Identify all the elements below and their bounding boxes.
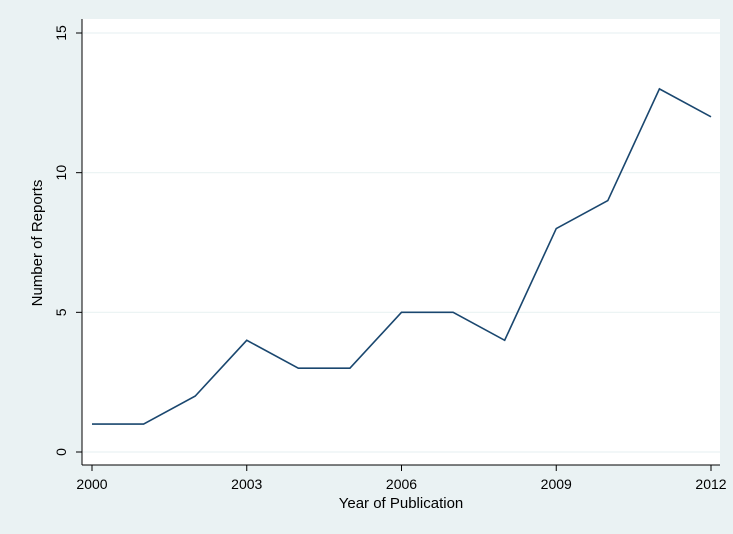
y-tick-label-15: 15 [53, 25, 69, 41]
y-axis-label: Number of Reports [29, 180, 46, 307]
x-axis-label: Year of Publication [339, 495, 464, 512]
x-tick-label-2003: 2003 [231, 476, 262, 492]
x-tick-label-2009: 2009 [541, 476, 572, 492]
x-tick-label-2000: 2000 [76, 476, 107, 492]
y-tick-label-5: 5 [53, 308, 69, 316]
series-layer [92, 87, 712, 425]
x-tick-label-2012: 2012 [695, 476, 726, 492]
x-tick-label-2006: 2006 [386, 476, 417, 492]
y-tick-label-10: 10 [53, 165, 69, 181]
y-tick-label-0: 0 [53, 448, 69, 456]
tick-labels: 0 5 10 15 2000 2003 2006 2009 2012 [53, 25, 727, 492]
series-line-0 [92, 87, 712, 425]
plot-area [82, 19, 720, 465]
